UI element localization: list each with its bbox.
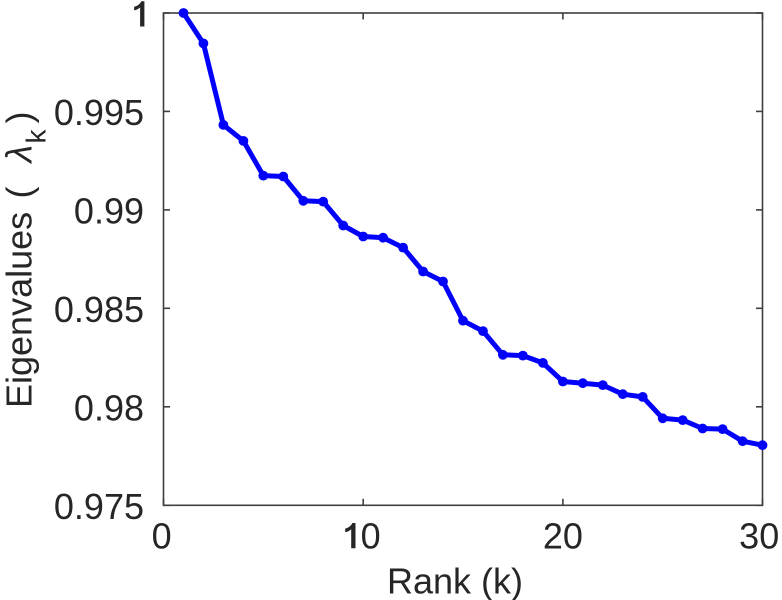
svg-text:0.995: 0.995 — [54, 92, 144, 133]
svg-text:λ: λ — [0, 145, 40, 165]
svg-text:0.99: 0.99 — [74, 190, 144, 231]
svg-text:30: 30 — [739, 515, 779, 556]
svg-text:(: ( — [0, 187, 40, 199]
svg-text:0.975: 0.975 — [54, 486, 144, 527]
svg-text:Rank (k): Rank (k) — [387, 560, 523, 600]
svg-text:0.98: 0.98 — [74, 387, 144, 428]
svg-text:k: k — [21, 129, 52, 144]
svg-text:0: 0 — [152, 515, 172, 556]
svg-text:Eigenvalues: Eigenvalues — [0, 212, 40, 408]
svg-text:0.985: 0.985 — [54, 289, 144, 330]
svg-text:20: 20 — [543, 515, 583, 556]
svg-text:): ) — [0, 112, 40, 124]
svg-text:0: 0 — [361, 515, 381, 556]
